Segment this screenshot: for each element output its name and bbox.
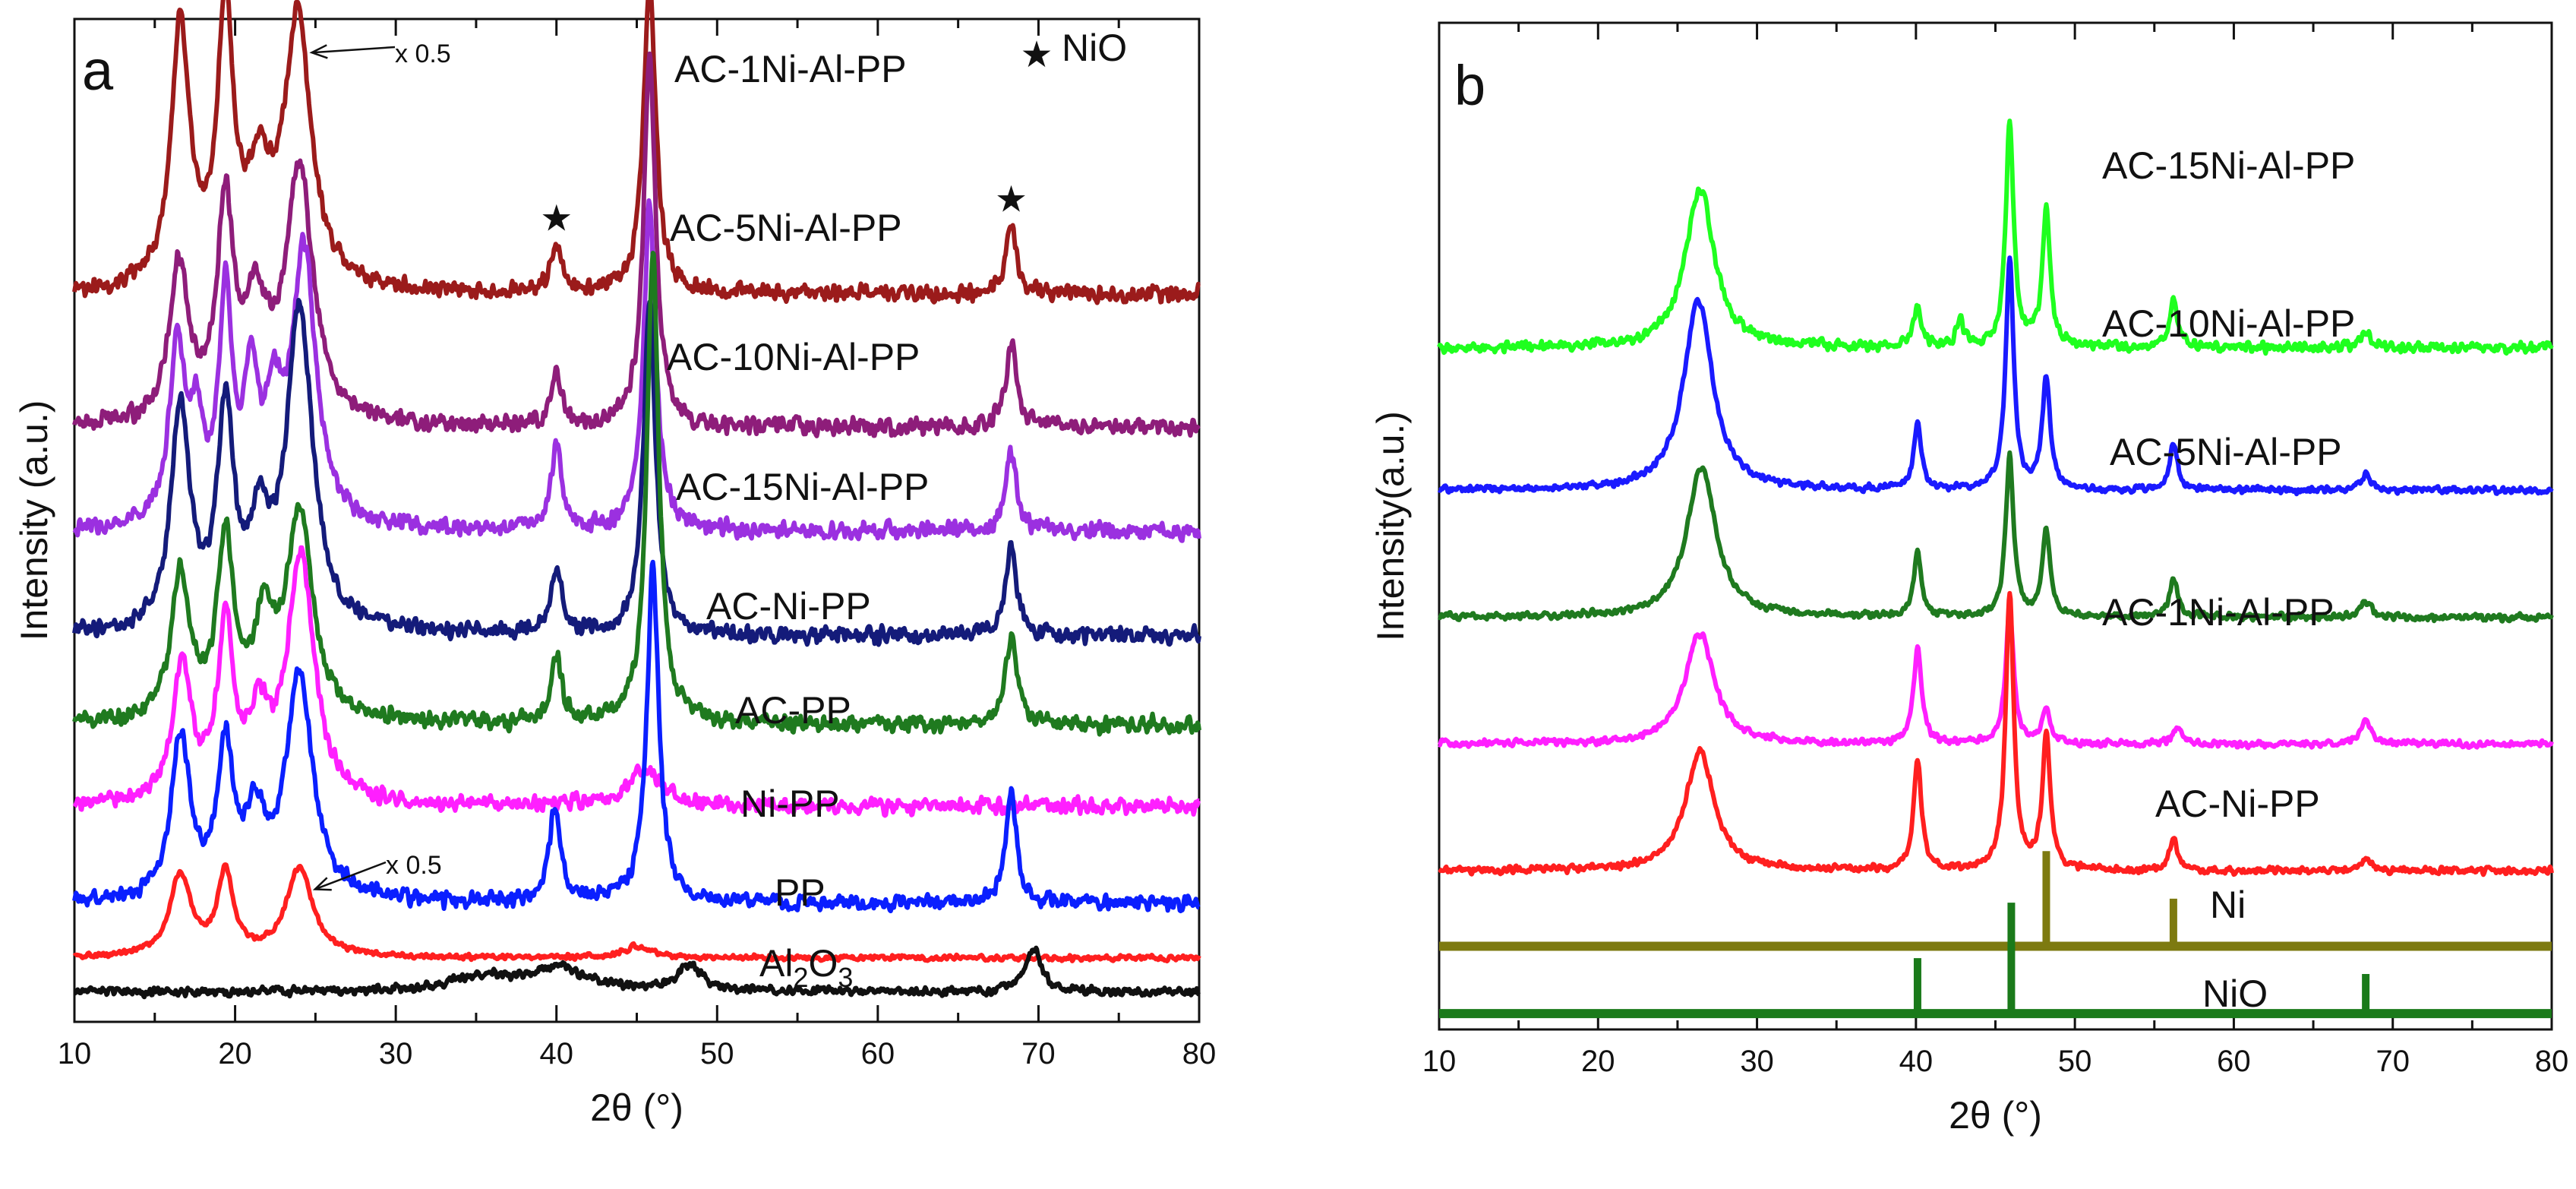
nio-legend-star: ★ [1020,33,1053,76]
series-label: PP [775,871,826,914]
series-label: Ni-PP [740,783,840,825]
series-line-ac-ni-pp [1438,590,2554,878]
annotation-arrow-line [311,46,396,54]
series-line-ac-5ni-al-pp [1437,450,2554,624]
al2o3-label-part: 2 [793,962,808,993]
scale-annotation: x 0.5 [386,851,442,880]
al2o3-label-part: 3 [838,962,853,993]
series-line-ac-10ni-al-pp [1437,255,2554,497]
series-line-ac-5ni-al-pp [72,51,1201,438]
x-tick-label: 80 [1182,1037,1217,1070]
panel-letter: a [82,39,114,102]
series-label: AC-10Ni-Al-PP [667,336,920,378]
panel-a: 10 20 30 40 50 60 70 80 2θ (°) a Intensity (a.u.) A… [13,0,1216,1129]
series-label: AC-15Ni-Al-PP [2102,144,2355,187]
series-line-ac-15ni-al-pp [1437,119,2554,356]
x-tick-label: 30 [379,1037,413,1070]
x-axis-title: 2θ (°) [590,1086,683,1129]
series-line-ac-ni-pp [72,251,1201,737]
series-label: AC-1Ni-Al-PP [674,48,907,90]
nio-legend-label: NiO [1062,27,1127,69]
x-tick-label: 40 [539,1037,573,1070]
series-line-ni-pp [72,559,1201,914]
series-label: AC-5Ni-Al-PP [2110,431,2342,473]
reference-label: Ni [2210,884,2246,926]
x-tick-label: 50 [700,1037,734,1070]
series-label-al2o3: Al2O3 [759,942,853,993]
x-tick-label: 10 [1422,1045,1457,1078]
panel-b: 10 20 30 40 50 60 70 80 2θ (°) b Intensity(a.u.) AC… [1369,21,2569,1137]
annotation-arrowhead [312,877,332,891]
x-tick-label: 80 [2535,1045,2569,1078]
panel-letter: b [1454,54,1485,117]
series-label: AC-1Ni-Al-PP [2102,591,2334,634]
series-label: AC-PP [735,689,851,732]
x-axis-title: 2θ (°) [1949,1094,2042,1137]
series-line-ac-15ni-al-pp [72,298,1201,647]
y-axis-title: Intensity (a.u.) [13,400,55,641]
al2o3-label-part: O [809,942,838,985]
reference-label: NiO [2202,972,2268,1015]
series-label: AC-15Ni-Al-PP [676,466,929,508]
x-tick-label: 20 [218,1037,252,1070]
x-tick-label: 70 [1021,1037,1056,1070]
x-tick-label: 40 [1899,1045,1934,1078]
scale-annotation: x 0.5 [395,40,451,68]
x-tick-label: 50 [2058,1045,2092,1078]
y-axis-title: Intensity(a.u.) [1369,411,1412,641]
x-tick-label: 60 [861,1037,895,1070]
series-line-al2o3 [73,945,1201,1000]
annotation-arrow-line [314,861,387,890]
al2o3-label-part: Al [759,942,793,985]
series-label: AC-5Ni-Al-PP [670,207,902,249]
x-tick-label: 30 [1740,1045,1774,1078]
series-line-ac-1ni-al-pp [72,0,1201,305]
x-tick-label: 60 [2217,1045,2251,1078]
nio-star-marker: ★ [540,197,573,239]
nio-star-marker: ★ [995,178,1028,220]
series-line-pp [72,862,1201,963]
x-tick-label: 20 [1581,1045,1615,1078]
x-tick-label: 10 [58,1037,92,1070]
x-tick-label: 70 [2376,1045,2410,1078]
series-label: AC-Ni-PP [706,585,871,628]
series-line-ac-1ni-al-pp [1438,607,2554,751]
annotation-arrowhead [309,44,328,59]
series-line-ac-10ni-al-pp [72,198,1201,543]
series-label: AC-10Ni-Al-PP [2102,302,2355,345]
series-label: AC-Ni-PP [2155,783,2320,825]
